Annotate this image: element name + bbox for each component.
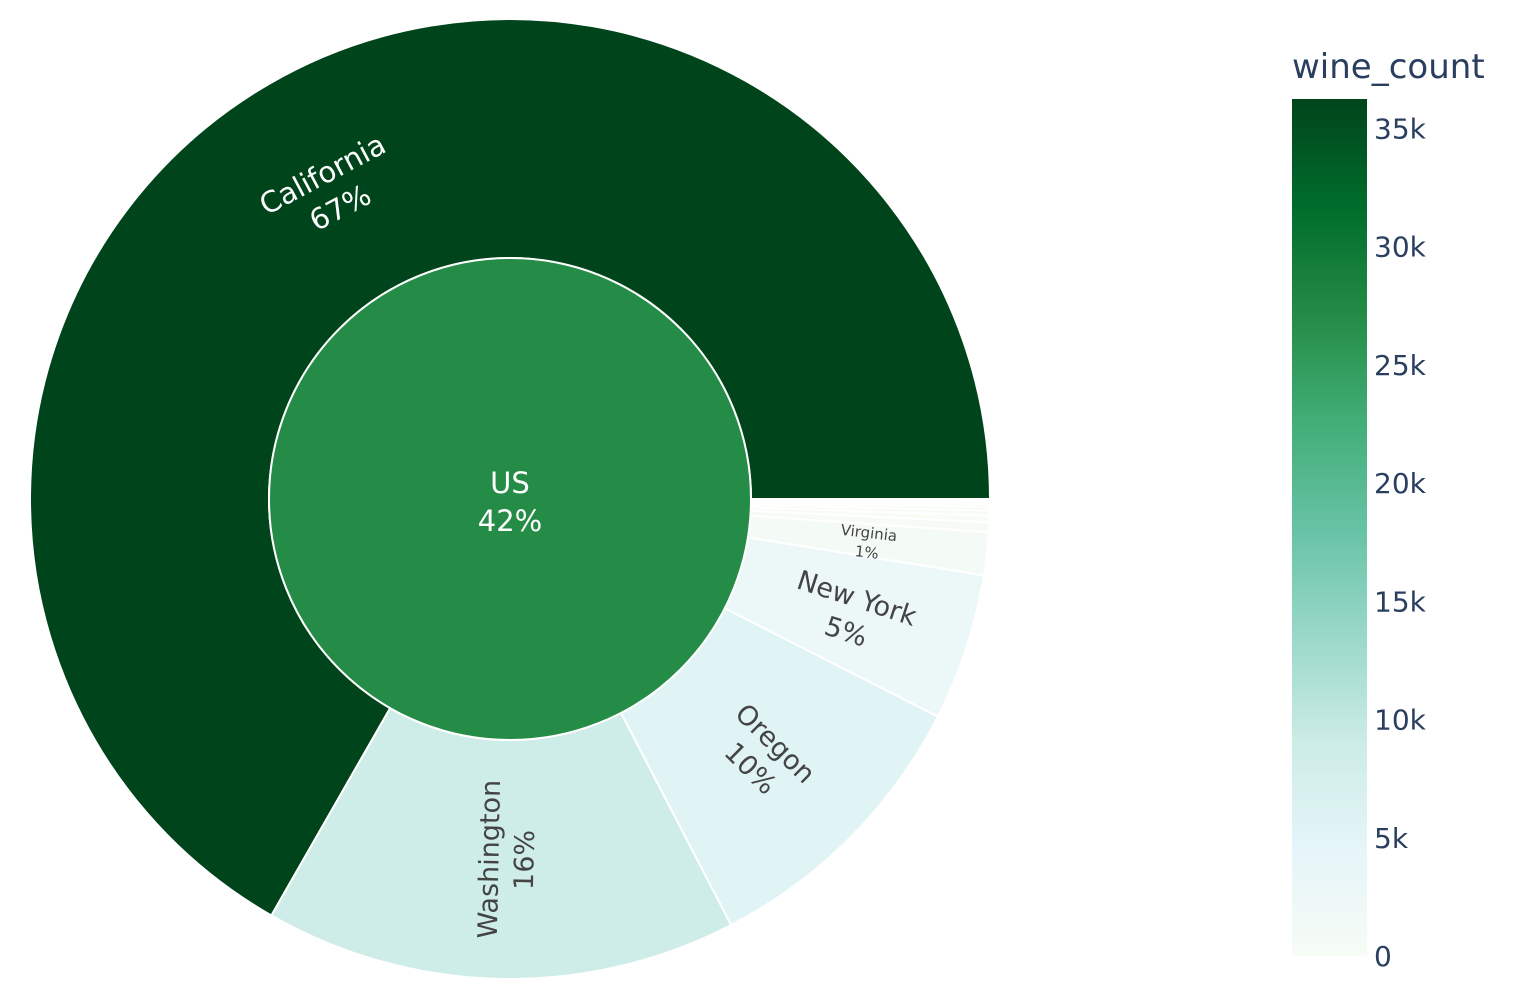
colorbar-tick-0: 0 <box>1374 940 1392 973</box>
segment-root-us[interactable] <box>268 257 752 741</box>
sunburst-ring: California67%Washington16%Oregon10%New Y… <box>29 18 992 980</box>
colorbar-tick-25k: 25k <box>1374 349 1427 382</box>
root-label: US 42% <box>478 466 542 538</box>
colorbar-ticks: 0 5k 10k 15k 20k 25k 30k 35k <box>1374 112 1427 973</box>
colorbar-tick-15k: 15k <box>1374 585 1427 618</box>
colorbar-tick-5k: 5k <box>1374 822 1409 855</box>
segment-other-12[interactable] <box>749 498 992 502</box>
colorbar-tick-30k: 30k <box>1374 231 1427 264</box>
sunburst-center: US 42% <box>268 257 752 741</box>
colorbar-title: wine_count <box>1292 47 1485 87</box>
colorbar-tick-10k: 10k <box>1374 704 1427 737</box>
segment-label-washington: Washington16% <box>473 780 542 940</box>
colorbar-tick-20k: 20k <box>1374 467 1427 500</box>
colorbar-gradient <box>1292 99 1367 956</box>
colorbar: wine_count 0 5k 10k 15k 20k 25k 30k 35k <box>1292 47 1485 973</box>
colorbar-tick-35k: 35k <box>1374 112 1427 145</box>
